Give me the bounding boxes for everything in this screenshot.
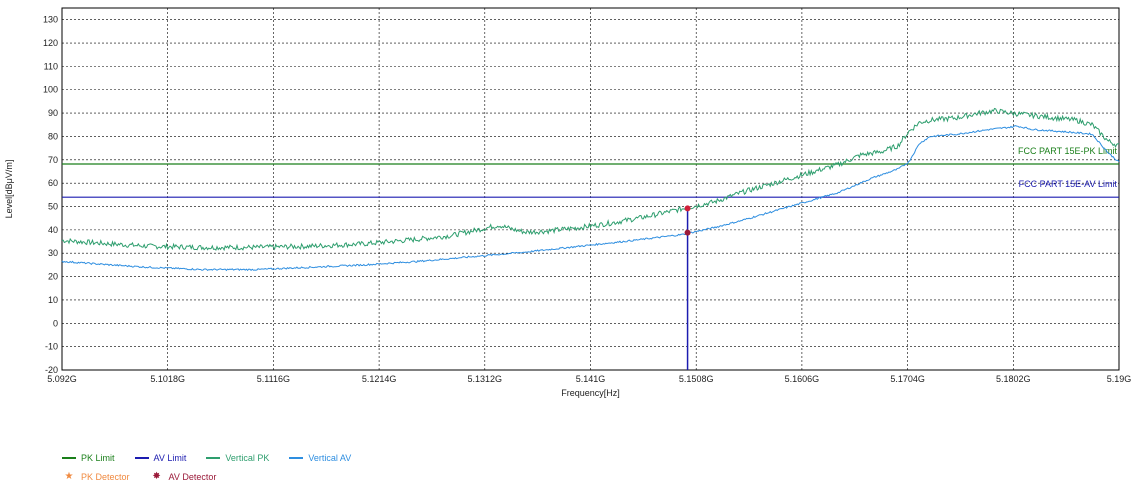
y-tick-label: 100 — [43, 85, 58, 95]
chart-legend: PK Limit AV Limit Vertical PK Vertical A… — [62, 448, 371, 486]
legend-swatch-vertical-av — [289, 456, 304, 459]
vertical-pk-trace — [61, 107, 1119, 252]
x-tick-label: 5.1508G — [679, 374, 714, 384]
x-tick-label: 5.1018G — [150, 374, 185, 384]
x-tick-label: 5.1312G — [468, 374, 503, 384]
x-tick-label: 5.092G — [47, 374, 77, 384]
legend-star-icon: ★ — [64, 470, 74, 482]
limit-layer: FCC PART 15E-PK Limit FCC PART 15E-AV Lim… — [62, 146, 1119, 198]
av-detector-point — [684, 229, 691, 236]
y-tick-label: 60 — [48, 178, 58, 188]
legend-swatch-av-limit — [134, 456, 149, 459]
plot-frame — [61, 7, 1120, 371]
series-layer — [61, 107, 1120, 272]
x-tick-label: 5.141G — [576, 374, 606, 384]
y-tick-label: 130 — [43, 15, 58, 25]
legend-label-vertical-av: Vertical AV — [308, 452, 352, 463]
legend-swatch-vertical-pk — [206, 456, 221, 459]
legend-label-pk-detector: PK Detector — [81, 471, 130, 482]
y-tick-label: 70 — [48, 155, 58, 165]
legend-row-detectors: ★ PK Detector ✸ AV Detector — [62, 467, 371, 486]
legend-label-vertical-pk: Vertical PK — [225, 452, 270, 463]
y-tick-label: 40 — [48, 225, 58, 235]
pk-limit-label: FCC PART 15E-PK Limit — [1018, 146, 1118, 156]
legend-label-av-limit: AV Limit — [153, 452, 187, 463]
y-tick-label: 80 — [48, 131, 58, 141]
y-tick-label: 30 — [48, 248, 58, 258]
legend-asterisk-icon: ✸ — [152, 470, 161, 482]
y-tick-label: 20 — [48, 272, 58, 282]
y-tick-label: 90 — [48, 108, 58, 118]
av-limit-label: FCC PART 15E-AV Limit — [1019, 179, 1118, 189]
legend-item-pk-limit: PK Limit — [62, 453, 115, 463]
vertical-av-trace — [61, 125, 1120, 272]
legend-item-pk-detector: ★ PK Detector — [62, 470, 130, 482]
y-tick-label: 50 — [48, 202, 58, 212]
legend-label-pk-limit: PK Limit — [81, 452, 115, 463]
y-tick-label: 10 — [48, 295, 58, 305]
tick-layer: -20 -10 0 10 20 30 40 50 60 70 80 90 100 110 120 130 5.0… — [43, 15, 1131, 384]
legend-item-av-detector: ✸ AV Detector — [150, 470, 217, 482]
x-tick-label: 5.1802G — [996, 374, 1031, 384]
pk-detector-point — [684, 205, 691, 212]
x-tick-label: 5.1214G — [362, 374, 397, 384]
y-tick-label: 0 — [53, 318, 58, 328]
marker-layer — [684, 205, 691, 370]
legend-swatch-pk-limit — [62, 456, 76, 459]
y-tick-label: 120 — [43, 38, 58, 48]
emc-scan-chart: FCC PART 15E-PK Limit FCC PART 15E-AV Lim… — [4, 7, 1131, 398]
legend-item-vertical-av: Vertical AV — [289, 453, 351, 463]
legend-label-av-detector: AV Detector — [168, 471, 217, 482]
x-tick-label: 5.1116G — [257, 374, 290, 384]
x-tick-label: 5.19G — [1107, 374, 1132, 384]
x-tick-label: 5.1704G — [890, 374, 925, 384]
y-tick-label: -20 — [45, 365, 58, 375]
legend-item-vertical-pk: Vertical PK — [206, 453, 269, 463]
y-tick-label: -10 — [45, 342, 58, 352]
grid-layer — [61, 8, 1120, 371]
legend-row-lines: PK Limit AV Limit Vertical PK Vertical A… — [62, 448, 371, 467]
y-tick-label: 110 — [44, 61, 58, 71]
x-tick-label: 5.1606G — [785, 374, 820, 384]
legend-item-av-limit: AV Limit — [134, 452, 187, 463]
x-axis-title: Frequency[Hz] — [561, 388, 620, 398]
y-axis-title: Level[dBμV/m] — [4, 160, 14, 219]
